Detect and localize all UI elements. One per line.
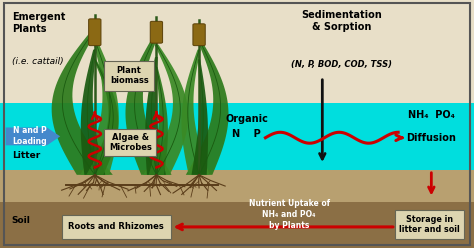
Bar [0, 202, 474, 248]
Text: Algae &
Microbes: Algae & Microbes [109, 133, 152, 152]
FancyBboxPatch shape [150, 21, 163, 43]
FancyBboxPatch shape [62, 215, 171, 239]
Bar [0, 103, 474, 170]
Text: Roots and Rhizomes: Roots and Rhizomes [68, 222, 164, 231]
FancyBboxPatch shape [104, 129, 156, 156]
FancyBboxPatch shape [89, 19, 101, 46]
Text: Storage in
litter and soil: Storage in litter and soil [399, 215, 460, 234]
Text: Litter: Litter [12, 151, 40, 159]
Text: Emergent
Plants: Emergent Plants [12, 12, 65, 34]
Text: NH₄  PO₄: NH₄ PO₄ [408, 110, 455, 120]
Text: Soil: Soil [12, 216, 31, 225]
FancyBboxPatch shape [193, 24, 205, 46]
FancyBboxPatch shape [395, 210, 464, 239]
Bar [0, 170, 474, 202]
Text: N and P
Loading: N and P Loading [12, 126, 47, 146]
Text: Nutrient Uptake of
NH₄ and PO₄
by Plants: Nutrient Uptake of NH₄ and PO₄ by Plants [248, 199, 330, 230]
Text: Diffusion: Diffusion [406, 133, 456, 143]
Text: Plant
biomass: Plant biomass [110, 66, 148, 85]
Text: Organic: Organic [225, 114, 268, 124]
Text: Sedimentation
& Sorption: Sedimentation & Sorption [301, 10, 382, 31]
Bar [0, 0, 474, 103]
Text: (N, P, BOD, COD, TSS): (N, P, BOD, COD, TSS) [291, 60, 392, 68]
FancyArrow shape [6, 127, 60, 145]
Text: N    P: N P [232, 129, 261, 139]
Text: (i.e. cattail): (i.e. cattail) [12, 57, 64, 66]
FancyBboxPatch shape [104, 61, 154, 91]
